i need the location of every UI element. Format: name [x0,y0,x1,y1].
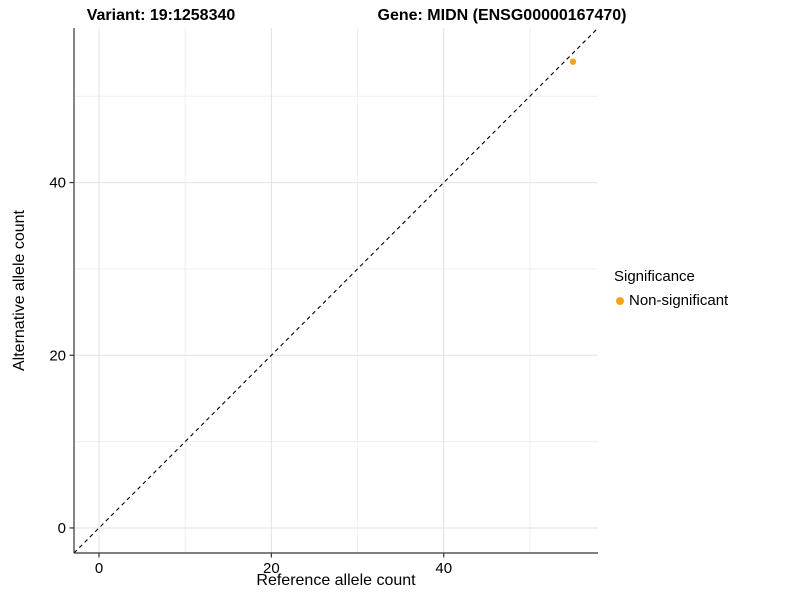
legend-item-non-significant: Non-significant [614,292,728,309]
x-tick-label: 40 [435,560,452,577]
legend-title: Significance [614,268,695,285]
y-tick-label: 0 [58,520,66,537]
y-axis-label: Alternative allele count [11,210,28,371]
x-axis-label: Reference allele count [256,572,416,589]
gene-title: Gene: MIDN (ENSG00000167470) [377,7,627,24]
legend: Significance Non-significant [614,268,728,309]
identity-line [73,27,599,554]
y-tick-label: 20 [49,347,66,364]
x-tick-label: 0 [95,560,103,577]
legend-item-label: Non-significant [629,292,729,309]
variant-title: Variant: 19:1258340 [86,7,236,24]
y-tick-label: 40 [49,175,66,192]
data-point [569,58,577,65]
x-tick-label: 20 [263,560,280,577]
legend-point-icon [616,296,624,305]
